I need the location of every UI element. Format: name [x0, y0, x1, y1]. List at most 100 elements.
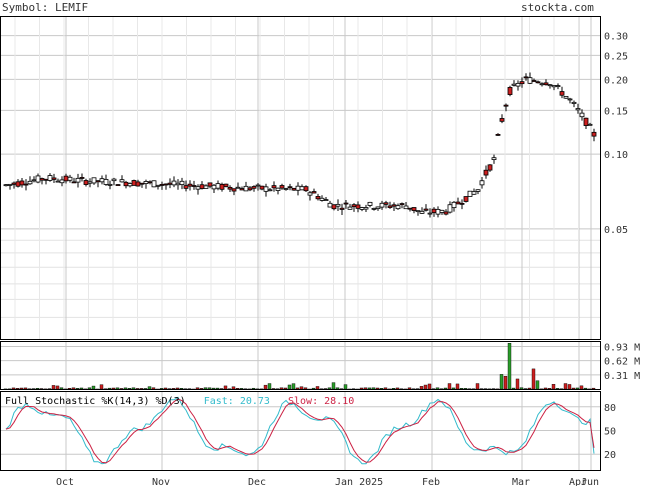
volume-bar — [383, 387, 388, 390]
volume-bar — [567, 384, 572, 390]
volume-bar — [419, 386, 424, 390]
candle-up — [419, 210, 425, 214]
volume-bar — [367, 387, 372, 390]
volume-bar — [131, 387, 136, 390]
month-label: Dec — [248, 477, 266, 486]
volume-bar — [311, 387, 316, 390]
volume-bar — [519, 387, 524, 390]
volume-bar — [235, 388, 240, 390]
volume-bar — [503, 376, 508, 390]
candle-down — [159, 184, 165, 186]
volume-bar — [395, 387, 400, 390]
volume-bar — [231, 386, 236, 390]
volume-bar — [327, 387, 332, 390]
volume-bar — [119, 388, 124, 390]
candle-down — [271, 185, 277, 189]
volume-bar — [563, 383, 568, 390]
candle-down — [79, 177, 85, 179]
volume-bar — [475, 383, 480, 390]
candle-down — [583, 117, 589, 126]
candle-down — [223, 183, 229, 187]
candle-down — [207, 182, 213, 187]
candle-up — [31, 179, 37, 182]
candle-up — [119, 179, 125, 183]
candle-up — [471, 191, 477, 195]
candle-down — [71, 181, 77, 184]
candle-down — [355, 204, 361, 209]
volume-bar — [171, 388, 176, 390]
volume-bar — [335, 387, 340, 390]
volume-bar — [67, 388, 72, 390]
candle-up — [87, 181, 93, 184]
candle-up — [551, 84, 557, 88]
panel-frames — [0, 16, 601, 471]
candle-down — [191, 185, 197, 187]
candle-down — [411, 207, 417, 211]
volume-bar — [271, 388, 276, 390]
volume-bar — [115, 387, 120, 390]
volume-bar — [151, 387, 156, 390]
volume-bar — [127, 388, 132, 390]
panel-frame — [0, 341, 601, 390]
candle-up — [403, 205, 409, 210]
candle-up — [103, 179, 109, 185]
candle-down — [83, 180, 89, 185]
volume-bar — [111, 387, 116, 390]
price-tick-label: 0.10 — [604, 150, 628, 161]
volume-bar — [331, 382, 336, 390]
volume-bar — [283, 387, 288, 390]
candle-up — [143, 181, 149, 184]
candle-up — [127, 183, 133, 187]
volume-bar — [135, 388, 140, 390]
candle-up — [327, 202, 333, 208]
candle-down — [351, 204, 357, 208]
candle-down — [483, 169, 489, 176]
candle-down — [443, 211, 449, 215]
volume-bar — [459, 388, 464, 390]
month-label: Jan 2025 — [335, 477, 383, 486]
volume-bar — [203, 387, 208, 390]
volume-tick-label: 0.62 M — [604, 357, 640, 368]
stoch-tick-label: 50 — [604, 427, 616, 438]
panel-frame — [0, 391, 601, 471]
volume-bar — [555, 388, 560, 390]
candle-up — [283, 188, 289, 190]
candle-up — [335, 203, 341, 207]
volume-bar — [363, 387, 368, 390]
axis-labels: 0.30 0.25 0.20 0.15 0.10 0.05 Oct Nov Dec Jan 202… — [56, 32, 640, 486]
volume-bar — [575, 387, 580, 390]
volume-bar — [267, 383, 272, 390]
candle-up — [111, 178, 117, 182]
volume-bar — [455, 383, 460, 390]
candle-down — [423, 208, 429, 211]
volume-bar — [71, 387, 76, 390]
volume-bar — [287, 384, 292, 390]
candle-up — [107, 183, 113, 186]
candle-up — [299, 186, 305, 191]
volume-bar — [579, 385, 584, 390]
candle-down — [43, 178, 49, 181]
volume-bar — [75, 388, 80, 390]
candle-down — [523, 76, 529, 79]
month-label: Jun — [581, 477, 599, 486]
candle-up — [243, 185, 249, 192]
candle-down — [315, 196, 321, 200]
volume-bar — [163, 387, 168, 390]
candle-down — [391, 204, 397, 207]
volume-bar — [215, 387, 220, 390]
price-tick-label: 0.30 — [604, 32, 628, 43]
volume-bar — [175, 387, 180, 390]
candle-down — [39, 178, 45, 181]
volume-bar — [79, 387, 84, 390]
candle-down — [495, 133, 501, 136]
volume-bar — [551, 384, 556, 390]
candle-down — [23, 183, 29, 186]
stochastic-lines — [5, 396, 595, 465]
volume-bar — [547, 388, 552, 390]
volume-bar — [91, 385, 96, 390]
fast-value: 20.73 — [239, 396, 270, 407]
candle-up — [55, 180, 61, 183]
volume-bar — [535, 380, 540, 390]
volume-bar — [291, 383, 296, 390]
candle-down — [287, 186, 293, 189]
